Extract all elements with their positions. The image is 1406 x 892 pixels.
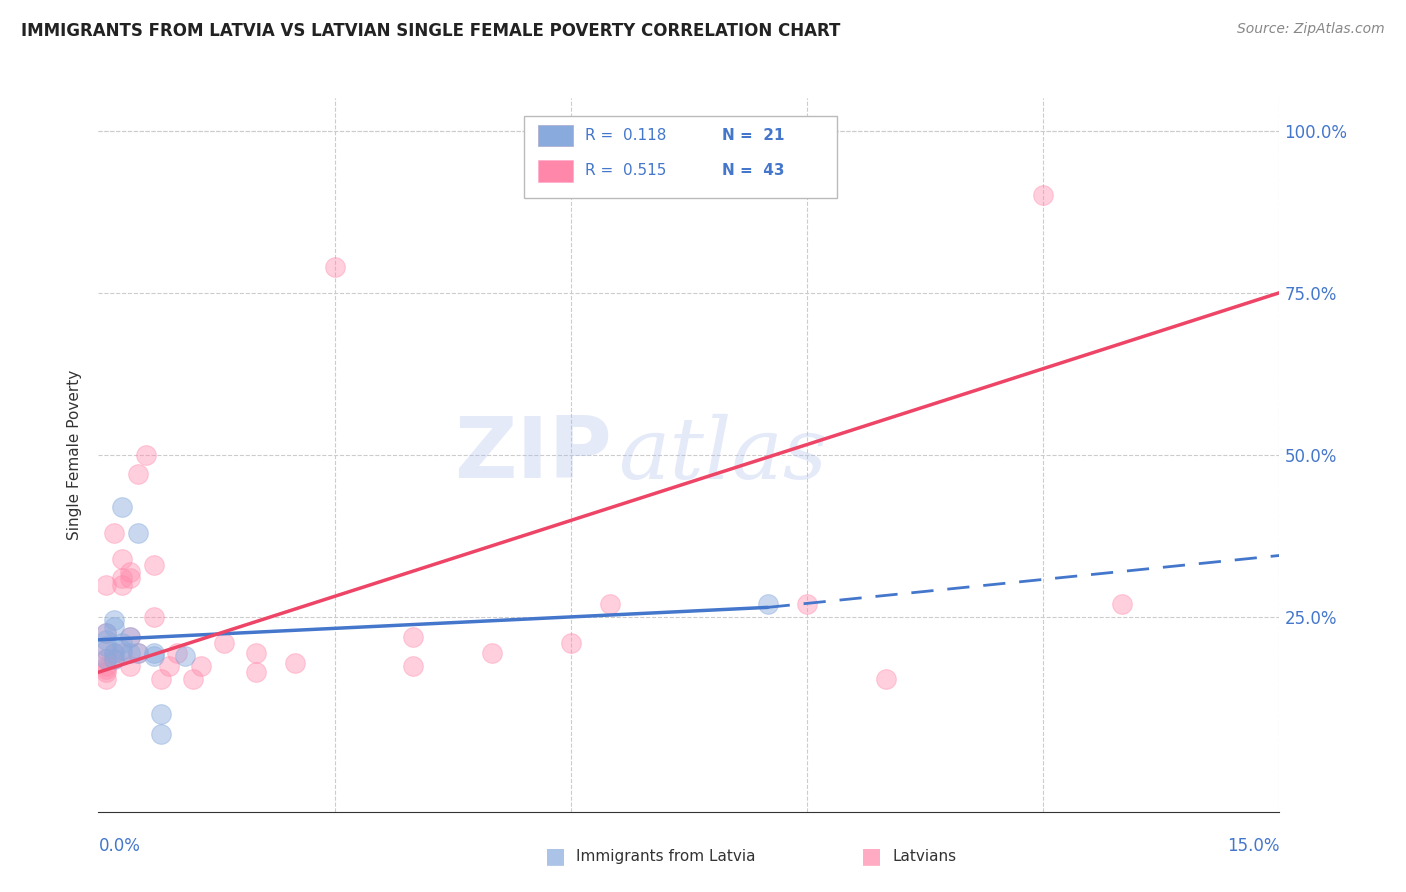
- Point: [96, 665, 118, 680]
- Point: [127, 467, 149, 482]
- Point: [103, 620, 125, 634]
- Point: [214, 636, 236, 650]
- Point: [111, 551, 134, 566]
- Point: [118, 630, 141, 644]
- Point: [96, 652, 118, 666]
- Point: [103, 646, 125, 660]
- Point: [796, 597, 818, 611]
- Text: ZIP: ZIP: [454, 413, 612, 497]
- Text: Latvians: Latvians: [893, 849, 957, 863]
- Text: Immigrants from Latvia: Immigrants from Latvia: [576, 849, 756, 863]
- Point: [142, 610, 165, 624]
- Point: [103, 652, 125, 666]
- Point: [103, 613, 125, 627]
- Text: N =  43: N = 43: [723, 163, 785, 178]
- Point: [142, 648, 165, 663]
- Point: [96, 652, 118, 666]
- Point: [481, 646, 503, 660]
- Point: [111, 500, 134, 514]
- Point: [150, 727, 173, 741]
- Point: [1032, 188, 1054, 202]
- Text: 15.0%: 15.0%: [1227, 837, 1279, 855]
- Point: [135, 448, 157, 462]
- Point: [96, 642, 118, 657]
- Point: [111, 646, 134, 660]
- Point: [284, 656, 307, 670]
- Bar: [537, 125, 574, 146]
- Text: R =  0.118: R = 0.118: [585, 128, 666, 143]
- Text: atlas: atlas: [619, 414, 827, 496]
- Text: R =  0.515: R = 0.515: [585, 163, 666, 178]
- Point: [756, 597, 779, 611]
- Point: [96, 640, 118, 654]
- Point: [157, 658, 180, 673]
- Point: [96, 672, 118, 686]
- Point: [96, 577, 118, 591]
- Point: [96, 662, 118, 676]
- Point: [118, 658, 141, 673]
- Point: [150, 707, 173, 722]
- Text: IMMIGRANTS FROM LATVIA VS LATVIAN SINGLE FEMALE POVERTY CORRELATION CHART: IMMIGRANTS FROM LATVIA VS LATVIAN SINGLE…: [21, 22, 841, 40]
- Point: [111, 571, 134, 585]
- Point: [103, 646, 125, 660]
- Point: [245, 665, 267, 680]
- Point: [118, 630, 141, 644]
- Text: N =  21: N = 21: [723, 128, 785, 143]
- Point: [599, 597, 621, 611]
- Point: [103, 652, 125, 666]
- Text: Source: ZipAtlas.com: Source: ZipAtlas.com: [1237, 22, 1385, 37]
- Y-axis label: Single Female Poverty: Single Female Poverty: [67, 370, 83, 540]
- Point: [174, 648, 197, 663]
- Point: [190, 658, 212, 673]
- Text: ■: ■: [862, 847, 882, 866]
- Point: [142, 558, 165, 573]
- Point: [96, 626, 118, 640]
- Point: [1111, 597, 1133, 611]
- Text: ■: ■: [546, 847, 565, 866]
- Point: [103, 525, 125, 540]
- Point: [166, 646, 188, 660]
- Point: [560, 636, 582, 650]
- Point: [111, 642, 134, 657]
- Point: [142, 646, 165, 660]
- Point: [875, 672, 897, 686]
- Point: [96, 632, 118, 647]
- Point: [181, 672, 204, 686]
- Point: [118, 646, 141, 660]
- Point: [127, 525, 149, 540]
- Bar: [537, 161, 574, 182]
- Point: [323, 260, 346, 274]
- Point: [118, 565, 141, 579]
- Point: [402, 630, 425, 644]
- Point: [402, 658, 425, 673]
- Point: [245, 646, 267, 660]
- Point: [96, 658, 118, 673]
- Point: [118, 571, 141, 585]
- Point: [127, 646, 149, 660]
- Point: [111, 577, 134, 591]
- Point: [111, 636, 134, 650]
- FancyBboxPatch shape: [523, 116, 837, 198]
- Text: 0.0%: 0.0%: [98, 837, 141, 855]
- Point: [150, 672, 173, 686]
- Point: [127, 646, 149, 660]
- Point: [96, 626, 118, 640]
